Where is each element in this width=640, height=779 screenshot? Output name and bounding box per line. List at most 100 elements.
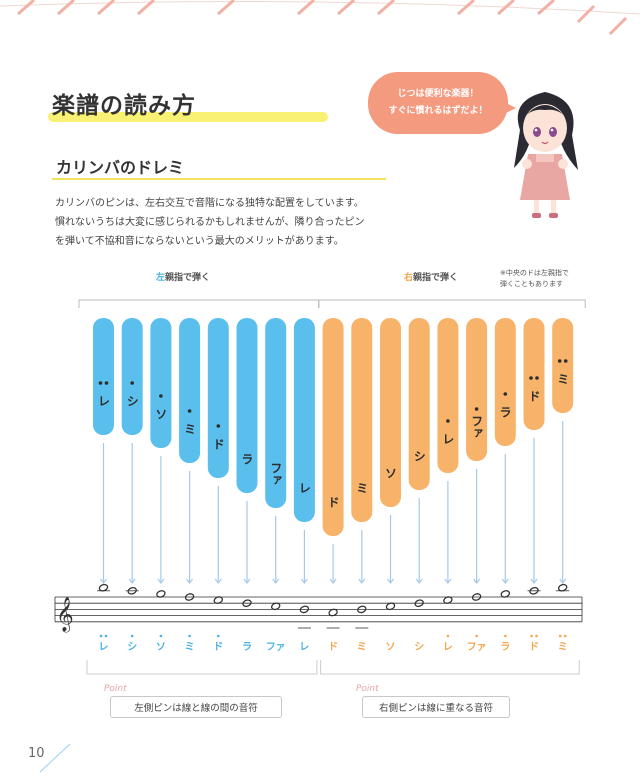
octave-dot — [216, 424, 221, 428]
kalimba-tine — [293, 318, 315, 522]
kalimba-tine — [93, 318, 114, 435]
left-hand-bracket — [78, 299, 320, 308]
arrow-head — [415, 578, 423, 584]
kalimba-tine — [322, 318, 344, 536]
octave-dot-small — [475, 634, 478, 638]
staff-note — [385, 602, 396, 611]
left-thumb-label: 左親指で弾く — [156, 273, 211, 283]
kalimba-tine — [494, 318, 516, 446]
note-name: ド — [529, 641, 539, 653]
arrow-head — [214, 578, 222, 584]
note-name: ファ — [467, 641, 487, 653]
tine-label: ソ — [154, 408, 168, 420]
kalimba-tine — [236, 318, 258, 493]
tine-label: ド — [527, 390, 541, 402]
tine-label: ラ — [240, 453, 254, 465]
note-name: ミ — [185, 641, 195, 653]
octave-dot — [187, 409, 192, 413]
kalimba-tine — [179, 318, 201, 463]
arrow-head — [157, 578, 165, 584]
page-title: 楽譜の読み方 — [52, 93, 196, 119]
top-stripe-decoration — [0, 0, 640, 36]
arrow-head — [444, 578, 452, 584]
tine-label: ファ — [269, 462, 283, 486]
octave-dot — [535, 376, 539, 380]
note-name: レ — [443, 642, 453, 653]
right-pin-caption: 右側ピンは線に重なる音符 — [362, 696, 510, 718]
note-name: ソ — [156, 642, 166, 653]
intro-paragraph: カリンバのピンは、左右交互で音階になる独特な配置をしています。 慣れないうちは大… — [55, 194, 475, 251]
note-name: ラ — [242, 641, 252, 653]
octave-dot-small — [504, 634, 507, 638]
staff-note — [242, 599, 252, 608]
octave-dot-small — [159, 634, 163, 638]
staff-note — [328, 608, 338, 617]
kalimba-tine — [466, 318, 488, 461]
arrow-head — [100, 578, 107, 584]
section-subtitle: カリンバのドレミ — [56, 158, 185, 177]
octave-dot — [159, 394, 163, 398]
point-label-left: Point — [104, 684, 127, 694]
arrow-head — [387, 578, 394, 584]
center-do-note: ※中央のドは左親指で 弾くこともあります — [500, 269, 569, 288]
page-number: 10 — [28, 746, 45, 761]
note-name: ラ — [500, 641, 510, 653]
arrow-head — [329, 578, 337, 584]
tine-label: レ — [97, 395, 111, 407]
tine-label: ド — [326, 496, 340, 508]
arrow-head — [530, 578, 538, 584]
octave-dot-small — [530, 634, 533, 638]
tine-label: ド — [211, 438, 225, 450]
right-hand-bracket — [318, 299, 586, 308]
octave-dot-small — [535, 634, 538, 638]
note-name: ソ — [386, 642, 396, 653]
tine-label: ラ — [498, 406, 512, 418]
staff-note — [270, 602, 281, 611]
octave-dot — [446, 419, 450, 423]
subtitle-underline — [52, 178, 386, 180]
note-name: レ — [299, 642, 309, 653]
tine-label: シ — [125, 395, 139, 407]
staff-note — [299, 605, 310, 614]
octave-dot-small — [188, 634, 191, 638]
tine-label: ファ — [470, 415, 484, 439]
octave-dot — [474, 407, 479, 411]
staff-note — [500, 590, 511, 598]
kalimba-tine — [121, 318, 143, 435]
staff-note — [127, 586, 137, 595]
note-name: ド — [328, 641, 338, 653]
page-corner-decoration — [39, 743, 71, 773]
note-name: ド — [213, 641, 223, 653]
staff-note — [184, 593, 195, 601]
intro-line: カリンバのピンは、左右交互で音階になる独特な配置をしています。 — [55, 198, 364, 209]
arrow-head — [473, 578, 481, 584]
arrow-head — [300, 578, 308, 584]
note-name: レ — [99, 642, 109, 653]
character-illustration — [514, 92, 578, 218]
note-name: ミ — [558, 641, 568, 653]
octave-dot-small — [563, 634, 567, 638]
bubble-line: すぐに慣れるはずだよ！ — [388, 106, 488, 116]
staff-note — [357, 605, 367, 614]
title-highlight — [48, 112, 328, 122]
octave-dot-small — [130, 634, 134, 638]
tine-label: ミ — [183, 423, 197, 435]
octave-dot-small — [99, 634, 103, 638]
kalimba-tine — [150, 318, 172, 448]
octave-dot — [503, 392, 508, 396]
arrow-head — [243, 578, 251, 584]
kalimba-tine — [552, 318, 574, 413]
kalimba-tine — [207, 318, 229, 478]
left-pin-caption: 左側ピンは線と線の間の音符 — [110, 696, 282, 718]
octave-dot-small — [558, 634, 562, 638]
intro-line: 慣れないうちは大変に感じられるかもしれませんが、隣り合ったピン — [55, 217, 365, 228]
staff-note — [213, 596, 224, 604]
octave-dot — [563, 359, 568, 363]
tine-label: ソ — [384, 467, 398, 479]
right-thumb-label: 右親指で弾く — [404, 273, 459, 283]
kalimba-tine — [523, 318, 545, 430]
tine-label: ミ — [355, 482, 369, 494]
octave-dot — [130, 381, 134, 385]
octave-dot — [557, 359, 562, 363]
staff-note — [529, 586, 539, 595]
